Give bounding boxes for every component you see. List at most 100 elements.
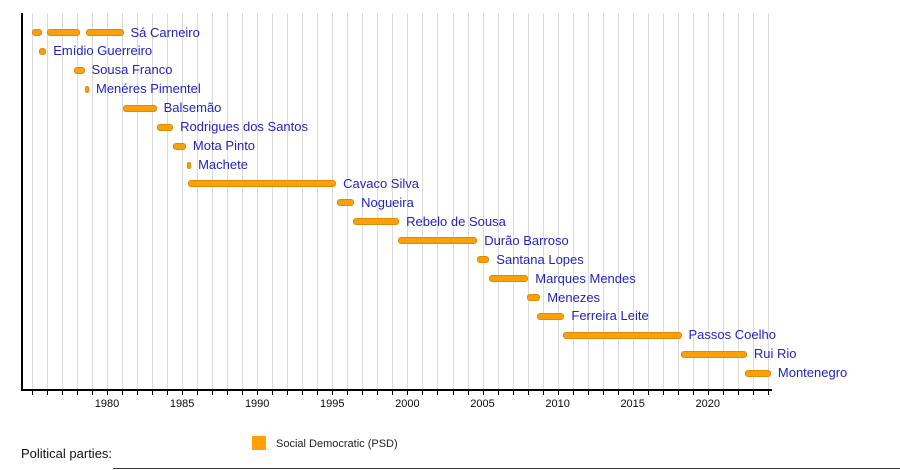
axis-tick xyxy=(602,391,604,395)
timeline-bar xyxy=(84,85,89,93)
gridline xyxy=(707,13,709,390)
axis-tick-label: 2000 xyxy=(395,398,420,410)
gridline xyxy=(332,13,334,390)
gridline xyxy=(497,13,499,390)
timeline-bar xyxy=(31,29,43,36)
gridline xyxy=(227,13,229,390)
axis-tick xyxy=(692,391,694,395)
axis-tick xyxy=(152,391,154,395)
gridline xyxy=(647,13,649,390)
timeline-bar xyxy=(476,256,490,264)
axis-tick-label: 2015 xyxy=(620,398,645,410)
gridline xyxy=(557,13,559,390)
axis-tick xyxy=(272,391,274,395)
timeline-bar xyxy=(536,312,565,320)
timeline-row-label: Santana Lopes xyxy=(496,251,584,267)
timeline-bar xyxy=(74,66,85,74)
axis-tick xyxy=(482,391,484,395)
gridline xyxy=(542,13,544,390)
timeline-bar xyxy=(188,180,336,188)
timeline-bar xyxy=(352,218,400,226)
timeline-bar xyxy=(398,237,478,245)
axis-tick xyxy=(422,391,424,395)
timeline-row-label: Rebelo de Sousa xyxy=(406,213,506,229)
gridline xyxy=(677,13,679,390)
gridline xyxy=(317,13,319,390)
legend-heading: Political parties: xyxy=(21,446,113,461)
timeline-bar xyxy=(526,294,541,301)
timeline-row-label: Durão Barroso xyxy=(484,232,569,248)
axis-tick xyxy=(392,391,394,395)
bottom-divider-line xyxy=(113,468,900,469)
gridline xyxy=(512,13,514,390)
axis-tick xyxy=(557,391,559,395)
gridline xyxy=(587,13,589,390)
gridline xyxy=(392,13,394,390)
gridline xyxy=(272,13,274,390)
gridline xyxy=(242,13,244,390)
timeline-bar xyxy=(156,123,174,131)
axis-tick xyxy=(677,391,679,395)
axis-tick xyxy=(197,391,199,395)
axis-tick xyxy=(662,391,664,395)
y-axis-line xyxy=(21,13,23,391)
timeline-bar xyxy=(46,29,80,36)
gridline xyxy=(197,13,199,390)
axis-tick xyxy=(61,391,63,395)
timeline-bar xyxy=(562,331,682,339)
axis-tick xyxy=(647,391,649,395)
axis-tick xyxy=(46,391,48,395)
axis-tick xyxy=(737,391,739,395)
axis-tick xyxy=(497,391,499,395)
axis-tick xyxy=(707,391,709,395)
timeline-row-label: Sá Carneiro xyxy=(130,24,200,40)
x-axis-line xyxy=(21,389,772,391)
axis-tick xyxy=(347,391,349,395)
timeline-row-label: Rui Rio xyxy=(753,346,797,362)
gridline xyxy=(617,13,619,390)
gridline xyxy=(31,13,33,390)
gridline xyxy=(182,13,184,390)
axis-tick xyxy=(752,391,754,395)
legend-item-label: Social Democratic (PSD) xyxy=(276,438,398,450)
gridline xyxy=(302,13,304,390)
timeline-row-label: Machete xyxy=(198,157,248,172)
timeline-bar xyxy=(680,350,747,358)
gridline xyxy=(737,13,739,390)
axis-tick-label: 1985 xyxy=(169,398,195,410)
gridline xyxy=(752,13,754,390)
gridline xyxy=(407,13,409,390)
axis-tick xyxy=(452,391,454,395)
gridline xyxy=(212,13,214,390)
axis-tick xyxy=(617,391,619,395)
timeline-row-label: Sousa Franco xyxy=(91,62,173,78)
gridline xyxy=(767,13,769,390)
gridline xyxy=(257,13,259,390)
axis-tick xyxy=(437,391,439,395)
gridline xyxy=(692,13,694,390)
axis-tick-label: 2005 xyxy=(470,398,495,410)
timeline-bar xyxy=(336,199,355,207)
timeline-bar xyxy=(39,47,47,55)
gridline xyxy=(467,13,469,390)
gridline xyxy=(46,13,48,390)
gridline xyxy=(452,13,454,390)
timeline-bar xyxy=(122,104,157,112)
axis-tick xyxy=(257,391,259,395)
axis-tick xyxy=(527,391,529,395)
axis-tick xyxy=(317,391,319,395)
gridline xyxy=(662,13,664,390)
gridline xyxy=(152,13,154,390)
axis-tick xyxy=(227,391,229,395)
gridline xyxy=(167,13,169,390)
timeline-row-label: Rodrigues dos Santos xyxy=(180,119,309,135)
gridline xyxy=(572,13,574,390)
timeline-row-label: Cavaco Silva xyxy=(343,175,419,191)
axis-tick xyxy=(137,391,138,395)
axis-tick xyxy=(77,391,78,395)
gridline xyxy=(722,13,724,390)
timeline-row-label: Emídio Guerreiro xyxy=(53,43,153,59)
axis-tick xyxy=(572,391,574,395)
axis-tick-label: 2020 xyxy=(695,398,721,410)
